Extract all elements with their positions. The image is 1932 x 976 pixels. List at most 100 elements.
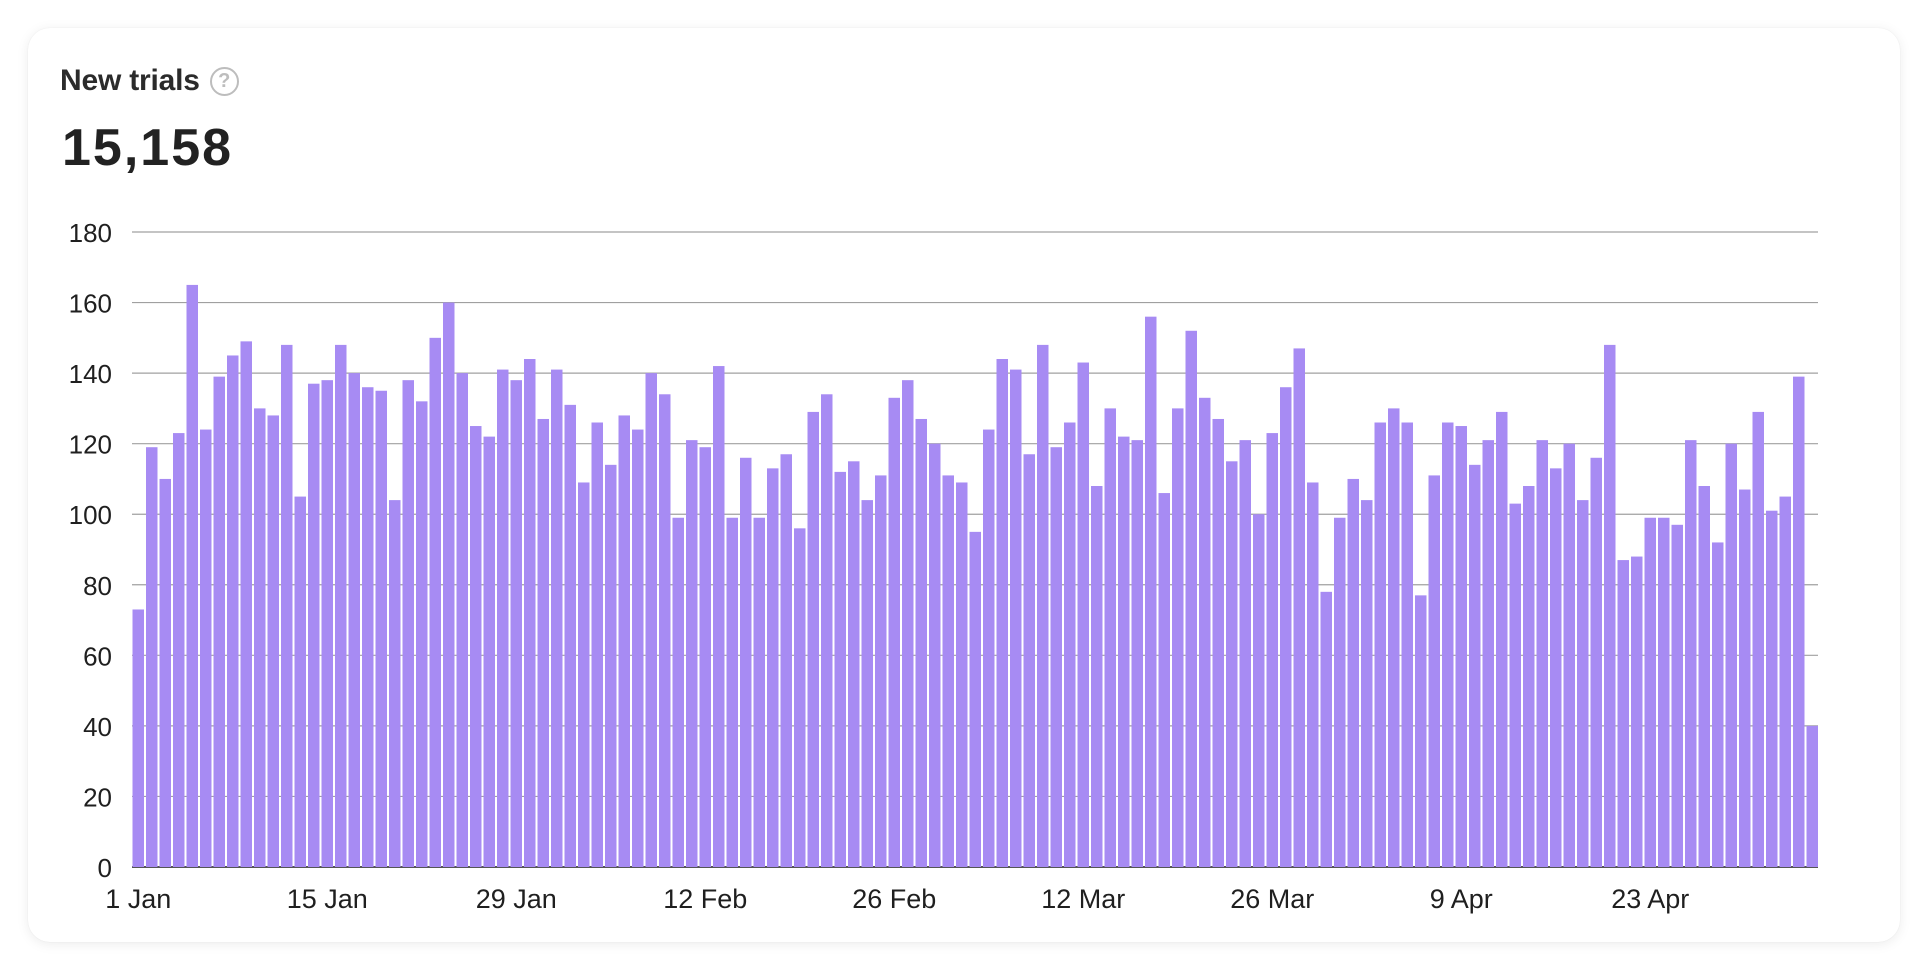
bar[interactable] [794, 528, 806, 867]
bar[interactable] [1212, 418, 1225, 867]
bar[interactable] [443, 302, 455, 867]
bar[interactable] [699, 447, 712, 867]
bar[interactable] [632, 429, 644, 867]
bar[interactable] [983, 429, 995, 867]
bar[interactable] [1442, 422, 1454, 868]
bar[interactable] [834, 471, 847, 867]
bar[interactable] [524, 359, 536, 867]
bar[interactable] [1793, 376, 1805, 867]
bar[interactable] [1469, 464, 1481, 867]
bar[interactable] [1118, 436, 1130, 867]
bar[interactable] [402, 380, 415, 867]
bar[interactable] [1091, 486, 1103, 867]
bar[interactable] [780, 454, 793, 867]
bar[interactable] [591, 422, 604, 868]
bar[interactable] [1509, 503, 1522, 867]
bar[interactable] [807, 411, 820, 867]
bar[interactable] [173, 433, 185, 867]
bar[interactable] [1037, 344, 1049, 867]
bar[interactable] [159, 478, 172, 867]
bar[interactable] [186, 284, 199, 868]
bar[interactable] [1239, 440, 1252, 867]
bar[interactable] [564, 404, 577, 867]
bar[interactable] [1644, 517, 1657, 867]
bar[interactable] [915, 418, 928, 867]
bar[interactable] [213, 376, 226, 867]
bar[interactable] [996, 359, 1009, 867]
bar[interactable] [1482, 440, 1495, 867]
bar[interactable] [1104, 408, 1117, 867]
bar[interactable] [1698, 486, 1711, 867]
bar[interactable] [1712, 542, 1724, 867]
bar[interactable] [1658, 517, 1670, 867]
bar[interactable] [497, 369, 509, 867]
bar[interactable] [551, 369, 563, 867]
bar[interactable] [605, 464, 617, 867]
bar[interactable] [578, 482, 590, 867]
bar[interactable] [1253, 514, 1265, 867]
bar[interactable] [1226, 461, 1238, 867]
bar[interactable] [1766, 510, 1778, 867]
bar[interactable] [456, 373, 469, 867]
bar[interactable] [1550, 468, 1562, 867]
bar[interactable] [510, 380, 523, 867]
bar[interactable] [1388, 408, 1400, 867]
bar[interactable] [875, 475, 887, 867]
bar[interactable] [1334, 517, 1346, 867]
bar[interactable] [416, 401, 428, 867]
bar[interactable] [659, 394, 671, 867]
bar[interactable] [1050, 447, 1063, 867]
bar[interactable] [956, 482, 968, 867]
bar[interactable] [1779, 496, 1792, 867]
bar[interactable] [618, 415, 631, 867]
bar[interactable] [942, 475, 955, 867]
bar[interactable] [1496, 411, 1508, 867]
bar[interactable] [1806, 725, 1819, 867]
bar[interactable] [1563, 443, 1576, 867]
bar[interactable] [1280, 387, 1292, 867]
bar[interactable] [483, 436, 496, 867]
bar[interactable] [1320, 591, 1333, 867]
bar[interactable] [254, 408, 266, 867]
bar[interactable] [888, 397, 901, 867]
bar[interactable] [1725, 443, 1738, 867]
bar[interactable] [362, 387, 374, 867]
bar[interactable] [1145, 316, 1157, 868]
bar[interactable] [1199, 397, 1211, 867]
bar[interactable] [1266, 433, 1279, 867]
bar[interactable] [1023, 454, 1036, 867]
bar[interactable] [321, 380, 334, 867]
bar[interactable] [672, 517, 685, 867]
bar[interactable] [146, 447, 158, 867]
bar[interactable] [429, 337, 442, 867]
bar[interactable] [1671, 524, 1684, 867]
bar[interactable] [537, 418, 550, 867]
bar[interactable] [902, 380, 914, 867]
bar[interactable] [294, 496, 307, 867]
bar[interactable] [335, 344, 347, 867]
bar[interactable] [1401, 422, 1414, 868]
bar[interactable] [227, 355, 239, 867]
bar[interactable] [740, 457, 752, 867]
bar[interactable] [1604, 344, 1616, 867]
bar[interactable] [1536, 440, 1549, 867]
bar[interactable] [267, 415, 280, 867]
bar[interactable] [1347, 478, 1360, 867]
bar[interactable] [1374, 422, 1387, 868]
bar[interactable] [686, 440, 698, 867]
bar[interactable] [1185, 330, 1198, 867]
bar[interactable] [1617, 560, 1630, 867]
bar[interactable] [375, 390, 388, 867]
bar[interactable] [308, 383, 320, 867]
bar[interactable] [240, 341, 253, 868]
bar[interactable] [1590, 457, 1603, 867]
bar[interactable] [1158, 493, 1171, 867]
bar[interactable] [1752, 411, 1765, 867]
question-circle-icon[interactable]: ? [209, 66, 239, 96]
bar[interactable] [1172, 408, 1184, 867]
bar[interactable] [1428, 475, 1441, 867]
bar[interactable] [1455, 426, 1468, 867]
bar[interactable] [1131, 440, 1144, 867]
bar[interactable] [1010, 369, 1022, 867]
bar[interactable] [1631, 556, 1643, 867]
